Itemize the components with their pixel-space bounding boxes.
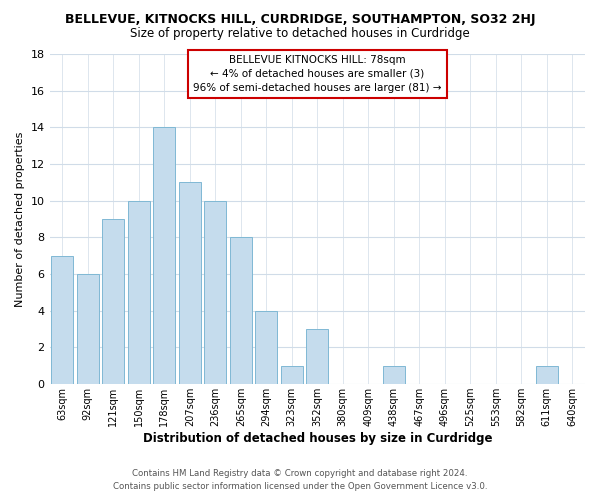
Bar [103, 219, 124, 384]
Y-axis label: Number of detached properties: Number of detached properties [15, 132, 25, 307]
Bar [128, 200, 149, 384]
X-axis label: Distribution of detached houses by size in Curdridge: Distribution of detached houses by size … [143, 432, 492, 445]
Text: Contains HM Land Registry data © Crown copyright and database right 2024.
Contai: Contains HM Land Registry data © Crown c… [113, 470, 487, 491]
Bar [307, 329, 328, 384]
Text: BELLEVUE KITNOCKS HILL: 78sqm
← 4% of detached houses are smaller (3)
96% of sem: BELLEVUE KITNOCKS HILL: 78sqm ← 4% of de… [193, 55, 442, 93]
Text: BELLEVUE, KITNOCKS HILL, CURDRIDGE, SOUTHAMPTON, SO32 2HJ: BELLEVUE, KITNOCKS HILL, CURDRIDGE, SOUT… [65, 12, 535, 26]
Bar [383, 366, 404, 384]
Bar [52, 256, 73, 384]
Bar [179, 182, 200, 384]
Text: Size of property relative to detached houses in Curdridge: Size of property relative to detached ho… [130, 28, 470, 40]
Bar [154, 128, 175, 384]
Bar [256, 311, 277, 384]
Bar [205, 200, 226, 384]
Bar [536, 366, 557, 384]
Bar [77, 274, 98, 384]
Bar [281, 366, 302, 384]
Bar [230, 238, 251, 384]
